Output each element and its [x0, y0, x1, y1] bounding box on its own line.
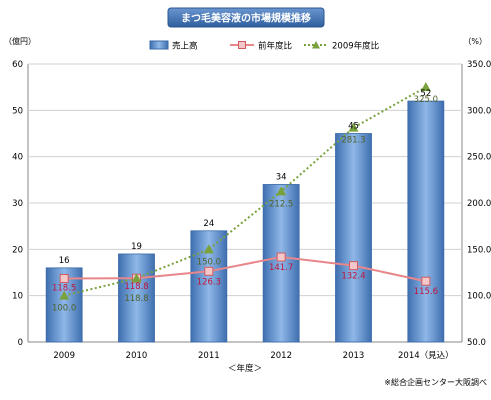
yoy-marker — [421, 276, 431, 286]
y-right-tick-label: 250.0 — [467, 153, 491, 163]
gridlines — [28, 63, 462, 343]
vs2009-value-label: 325.0 — [414, 95, 438, 105]
bar — [335, 133, 372, 343]
vs2009-value-label: 212.5 — [269, 199, 293, 209]
yoy-value-label: 115.6 — [414, 287, 438, 297]
yoy-value-label: 132.4 — [341, 272, 365, 282]
x-tick-label: 2009 — [53, 351, 75, 361]
y-right-tick-label: 150.0 — [467, 245, 491, 255]
legend-label-yoy: 前年度比 — [258, 41, 292, 52]
bar-value-label: 16 — [59, 256, 70, 266]
bar — [262, 184, 300, 343]
vs2009-value-label: 118.8 — [124, 294, 148, 304]
bar — [118, 253, 155, 343]
legend-label-sales: 売上高 — [172, 41, 198, 52]
yoy-marker — [276, 252, 286, 262]
yoy-marker — [59, 274, 69, 284]
vs2009-marker — [203, 244, 214, 254]
vs2009-value-label: 281.3 — [341, 136, 365, 146]
vs2009-marker — [276, 186, 287, 196]
yoy-value-label: 126.3 — [197, 277, 221, 287]
bar-value-label: 52 — [420, 89, 431, 99]
vs2009-value-label: 100.0 — [52, 304, 76, 314]
data-labels: 16 19 24 34 45 52 118.5 118.8 126.3 141.7 132.4 115… — [52, 89, 438, 314]
y-left-tick-label: 60 — [12, 60, 23, 70]
bar-value-label: 45 — [348, 122, 359, 132]
y-left-tick-label: 50 — [12, 106, 23, 116]
legend-label-vs2009: 2009年度比 — [332, 41, 379, 52]
y-right-unit: （%） — [463, 37, 487, 46]
yoy-marker — [204, 266, 214, 276]
y-left-tick-label: 40 — [12, 153, 23, 163]
legend-marker-yoy — [238, 41, 246, 49]
x-tick-label: 2013 — [343, 351, 365, 361]
yoy-value-label: 141.7 — [269, 263, 293, 273]
x-axis-label: ＜年度＞ — [228, 363, 262, 374]
y-right-tick-label: 100.0 — [467, 292, 491, 302]
y-left-tick-label: 20 — [12, 245, 23, 255]
legend-marker-vs2009 — [312, 41, 320, 49]
series-line-yoy — [64, 256, 427, 283]
chart-title-box — [167, 7, 325, 28]
x-tick-label: 2011 — [198, 351, 220, 361]
bar-value-label: 19 — [131, 242, 142, 252]
vs2009-marker — [348, 122, 359, 132]
legend-swatch-sales — [149, 40, 169, 50]
y-right-tick-label: 300.0 — [467, 106, 491, 116]
y-right-tick-label: 50.0 — [467, 338, 486, 348]
x-ticks: 2009 2010 2011 2012 2013 2014（見込） — [53, 350, 453, 361]
bars — [45, 100, 445, 343]
vs2009-marker — [420, 82, 431, 92]
vs2009-marker — [59, 290, 70, 300]
y-left-ticks: 0 10 20 30 40 50 60 — [12, 60, 23, 348]
vs2009-value-label: 150.0 — [197, 257, 221, 267]
vs2009-marker — [131, 273, 142, 283]
yoy-value-label: 118.8 — [124, 282, 148, 292]
x-tick-label: 2014（見込） — [398, 350, 454, 361]
y-right-tick-label: 350.0 — [467, 60, 491, 70]
legend: 売上高 前年度比 2009年度比 — [149, 40, 379, 52]
y-right-ticks: 50.0 100.0 150.0 200.0 250.0 300.0 350.0 — [467, 60, 491, 348]
chart-title: まつ毛美容液の市場規模推移 — [181, 12, 311, 25]
y-right-tick-label: 200.0 — [467, 199, 491, 209]
series-lines — [59, 82, 431, 300]
yoy-value-label: 118.5 — [52, 284, 76, 294]
yoy-marker — [349, 261, 358, 271]
series-line-vs2009 — [63, 86, 427, 297]
y-left-tick-label: 10 — [12, 292, 23, 302]
x-tick-label: 2010 — [126, 351, 148, 361]
bar — [407, 100, 445, 343]
y-left-tick-label: 0 — [18, 338, 23, 348]
y-left-tick-label: 30 — [12, 199, 23, 209]
source-note: ※総合企画センター大阪調べ — [384, 377, 487, 387]
x-tick-label: 2012 — [270, 351, 292, 361]
y-left-unit: （億円） — [4, 36, 36, 46]
bar-value-label: 24 — [203, 219, 214, 229]
bar-value-label: 34 — [276, 172, 287, 182]
